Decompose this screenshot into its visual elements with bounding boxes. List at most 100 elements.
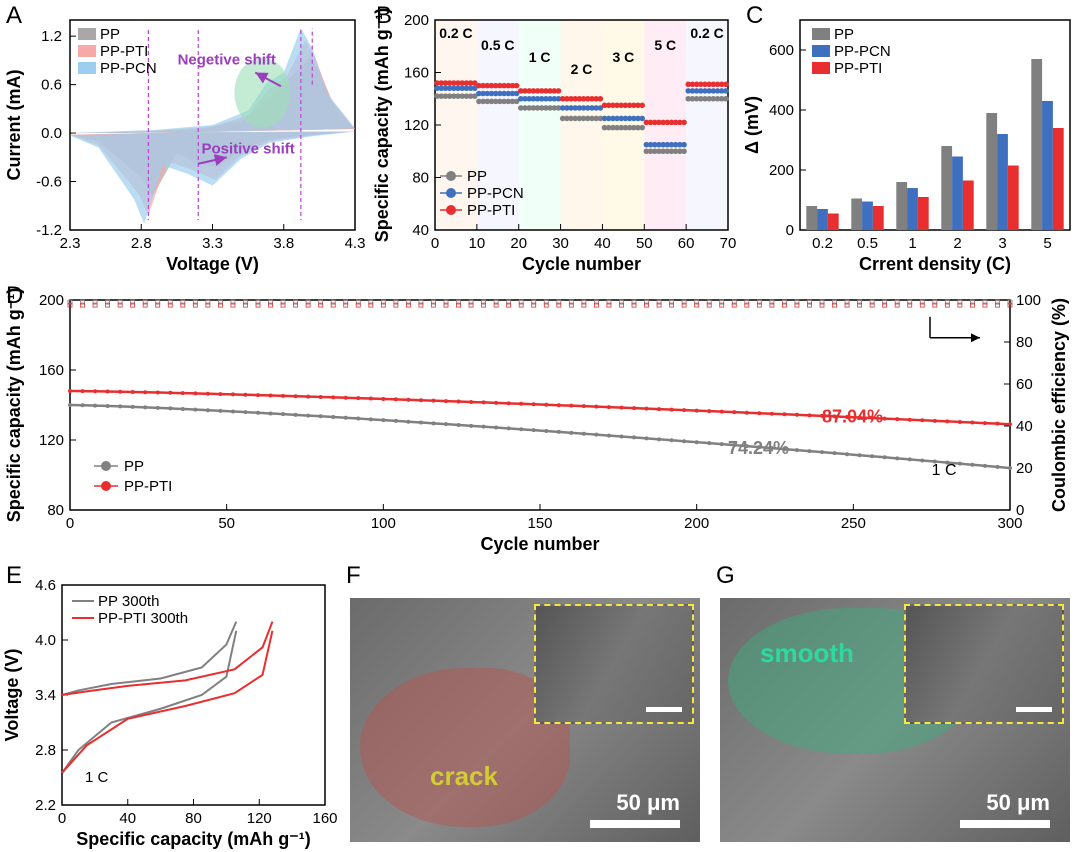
panel-a-label: A: [6, 2, 22, 30]
svg-text:PP-PCN: PP-PCN: [467, 185, 524, 202]
svg-text:Positive shift: Positive shift: [201, 140, 294, 157]
svg-text:160: 160: [312, 810, 337, 827]
svg-text:4.6: 4.6: [35, 577, 56, 594]
panel-c-label: C: [746, 2, 763, 30]
svg-text:3.8: 3.8: [273, 235, 294, 252]
svg-text:120: 120: [247, 810, 272, 827]
svg-text:3 C: 3 C: [612, 49, 634, 65]
svg-text:3.4: 3.4: [35, 687, 56, 704]
svg-text:0: 0: [1016, 502, 1024, 519]
svg-text:5: 5: [1043, 235, 1051, 252]
panel-d-cycling: D 05010015020025030080120160200020406080…: [0, 280, 1080, 560]
svg-text:20: 20: [510, 235, 527, 252]
panel-f-label: F: [346, 562, 361, 590]
svg-text:70: 70: [720, 235, 737, 252]
svg-text:1.2: 1.2: [41, 28, 62, 45]
svg-text:1 C: 1 C: [932, 462, 957, 479]
scale-bar-g: [960, 820, 1050, 828]
svg-text:PP 300th: PP 300th: [98, 593, 159, 610]
svg-text:0: 0: [431, 235, 439, 252]
inset-scale-f: [646, 707, 682, 712]
crack-text: crack: [430, 761, 498, 792]
svg-text:Negetive shift: Negetive shift: [178, 51, 276, 68]
svg-text:Specific capacity (mAh g⁻¹): Specific capacity (mAh g⁻¹): [4, 288, 24, 523]
panel-c-polarization: C 02004006000.20.51235Crrent density (C)…: [740, 0, 1080, 280]
inset-scale-g: [1016, 707, 1052, 712]
panel-a-cv: A 2.32.83.33.84.3-1.2-0.60.00.61.2Voltag…: [0, 0, 370, 280]
svg-text:PP: PP: [100, 26, 120, 43]
sem-inset-g: [904, 604, 1064, 724]
svg-text:150: 150: [527, 515, 552, 532]
svg-text:200: 200: [404, 12, 429, 29]
scale-text-f: 50 μm: [616, 790, 680, 816]
svg-text:Voltage (V): Voltage (V): [2, 649, 22, 742]
svg-text:40: 40: [1016, 418, 1033, 435]
svg-text:PP-PTI: PP-PTI: [124, 478, 172, 495]
svg-text:40: 40: [412, 222, 429, 239]
svg-text:PP-PTI 300th: PP-PTI 300th: [98, 610, 188, 627]
svg-text:0.0: 0.0: [41, 125, 62, 142]
panel-b-chart: 0102030405060704080120160200Cycle number…: [370, 0, 740, 280]
svg-text:1 C: 1 C: [85, 769, 109, 786]
panel-d-label: D: [6, 282, 23, 310]
svg-text:40: 40: [119, 810, 136, 827]
svg-text:Crrent density (C): Crrent density (C): [859, 254, 1011, 274]
svg-text:PP: PP: [467, 168, 487, 185]
svg-text:0: 0: [58, 810, 66, 827]
svg-text:600: 600: [769, 42, 794, 59]
panel-e-voltage-profile: E 040801201602.22.83.44.04.6Specific cap…: [0, 560, 340, 852]
svg-text:Voltage (V): Voltage (V): [166, 254, 259, 274]
panel-f-sem-crack: F crack 50 μm: [340, 560, 710, 852]
svg-text:3: 3: [998, 235, 1006, 252]
panel-e-chart: 040801201602.22.83.44.04.6Specific capac…: [0, 560, 340, 852]
svg-text:0.2 C: 0.2 C: [439, 25, 472, 41]
svg-text:Specific capacity (mAh g⁻¹): Specific capacity (mAh g⁻¹): [76, 829, 311, 849]
svg-text:200: 200: [39, 292, 64, 309]
svg-text:0.2: 0.2: [812, 235, 833, 252]
svg-text:100: 100: [371, 515, 396, 532]
svg-text:0: 0: [786, 222, 794, 239]
svg-text:PP: PP: [124, 458, 144, 475]
svg-text:5 C: 5 C: [654, 37, 676, 53]
svg-text:100: 100: [1016, 292, 1041, 309]
svg-text:Cycle number: Cycle number: [480, 534, 599, 554]
panel-a-chart: 2.32.83.33.84.3-1.2-0.60.00.61.2Voltage …: [0, 0, 370, 280]
svg-text:-0.6: -0.6: [36, 174, 62, 191]
svg-text:PP: PP: [834, 26, 854, 43]
svg-text:250: 250: [841, 515, 866, 532]
svg-text:10: 10: [469, 235, 486, 252]
svg-text:80: 80: [185, 810, 202, 827]
svg-text:0.6: 0.6: [41, 77, 62, 94]
svg-text:2 C: 2 C: [571, 61, 593, 77]
svg-text:74.24%: 74.24%: [728, 438, 789, 458]
panel-g-sem-smooth: G smooth 50 μm: [710, 560, 1080, 852]
svg-text:0.5 C: 0.5 C: [481, 37, 514, 53]
svg-text:4.3: 4.3: [345, 235, 366, 252]
sem-inset-f: [534, 604, 694, 724]
svg-text:PP-PTI: PP-PTI: [834, 60, 882, 77]
svg-text:120: 120: [404, 117, 429, 134]
panel-g-label: G: [716, 562, 735, 590]
panel-e-label: E: [6, 562, 22, 590]
svg-text:-1.2: -1.2: [36, 222, 62, 239]
svg-text:0.5: 0.5: [857, 235, 878, 252]
svg-text:Coulombic efficiency (%): Coulombic efficiency (%): [1049, 298, 1069, 512]
svg-text:2: 2: [953, 235, 961, 252]
smooth-text: smooth: [760, 638, 854, 669]
svg-text:Cycle number: Cycle number: [522, 254, 641, 274]
svg-text:60: 60: [678, 235, 695, 252]
svg-text:1 C: 1 C: [529, 49, 551, 65]
svg-text:60: 60: [1016, 376, 1033, 393]
svg-text:2.8: 2.8: [131, 235, 152, 252]
panel-d-chart: 0501001502002503008012016020002040608010…: [0, 280, 1080, 560]
svg-text:4.0: 4.0: [35, 632, 56, 649]
svg-text:2.8: 2.8: [35, 742, 56, 759]
sem-image-g: smooth 50 μm: [720, 598, 1070, 842]
svg-text:160: 160: [39, 362, 64, 379]
svg-text:2.3: 2.3: [60, 235, 81, 252]
svg-text:Δ (mV): Δ (mV): [742, 96, 762, 154]
svg-text:120: 120: [39, 432, 64, 449]
svg-text:0: 0: [66, 515, 74, 532]
svg-text:Current (mA): Current (mA): [4, 69, 24, 180]
sem-image-f: crack 50 μm: [350, 598, 700, 842]
